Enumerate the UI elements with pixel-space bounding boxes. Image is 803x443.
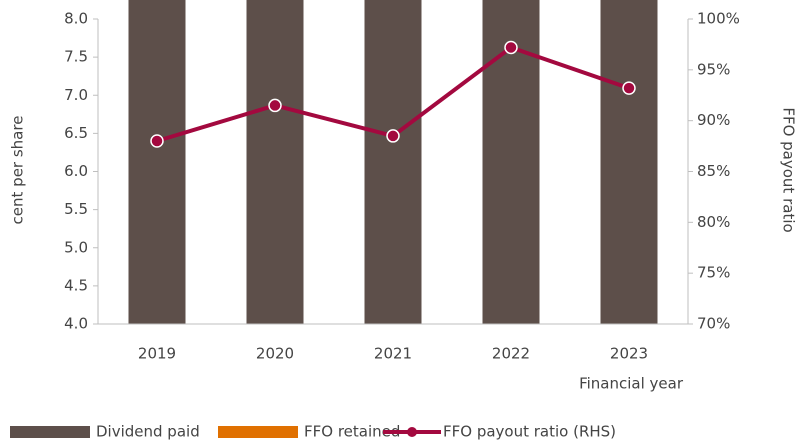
y2-tick-label: 75%	[697, 264, 730, 282]
legend-label: FFO retained	[304, 423, 400, 441]
y-tick-label: 7.0	[64, 86, 88, 104]
y2-tick-label: 70%	[697, 315, 730, 333]
y2-axis-title: FFO payout ratio	[780, 107, 798, 232]
bar	[363, 0, 423, 325]
line-marker	[268, 98, 282, 113]
y2-tick-label: 90%	[697, 111, 730, 129]
y-tick-label: 5.0	[64, 238, 88, 256]
y-tick-label: 8.0	[64, 10, 88, 28]
y-tick-label: 5.5	[64, 200, 88, 218]
line-marker	[622, 81, 636, 95]
y-tick-label: 7.5	[64, 48, 88, 66]
legend-label: Dividend paid	[96, 423, 200, 441]
y-axis-title: cent per share	[9, 116, 27, 225]
y-tick-label: 6.0	[64, 162, 88, 180]
legend-swatch	[10, 426, 90, 438]
x-tick-label: 2020	[256, 345, 294, 363]
legend-swatch	[218, 426, 298, 438]
y-tick-label: 6.5	[64, 124, 88, 142]
legend-label: FFO payout ratio (RHS)	[443, 423, 616, 441]
x-axis-title: Financial year	[579, 375, 684, 393]
x-tick-label: 2019	[138, 345, 176, 363]
bar	[599, 0, 659, 325]
y2-tick-label: 80%	[697, 213, 730, 231]
legend-swatch	[407, 427, 417, 437]
y2-tick-label: 95%	[697, 60, 730, 78]
y-tick-label: 4.0	[64, 315, 88, 333]
x-tick-label: 2021	[374, 345, 412, 363]
y2-tick-label: 100%	[697, 10, 740, 28]
line-marker	[150, 134, 164, 148]
y2-tick-label: 85%	[697, 162, 730, 180]
x-tick-label: 2022	[492, 345, 530, 363]
bar	[245, 0, 305, 325]
y-tick-label: 4.5	[64, 276, 88, 294]
line-marker	[504, 40, 518, 55]
line-marker	[386, 129, 400, 143]
x-tick-label: 2023	[610, 345, 648, 363]
bar	[127, 0, 187, 325]
